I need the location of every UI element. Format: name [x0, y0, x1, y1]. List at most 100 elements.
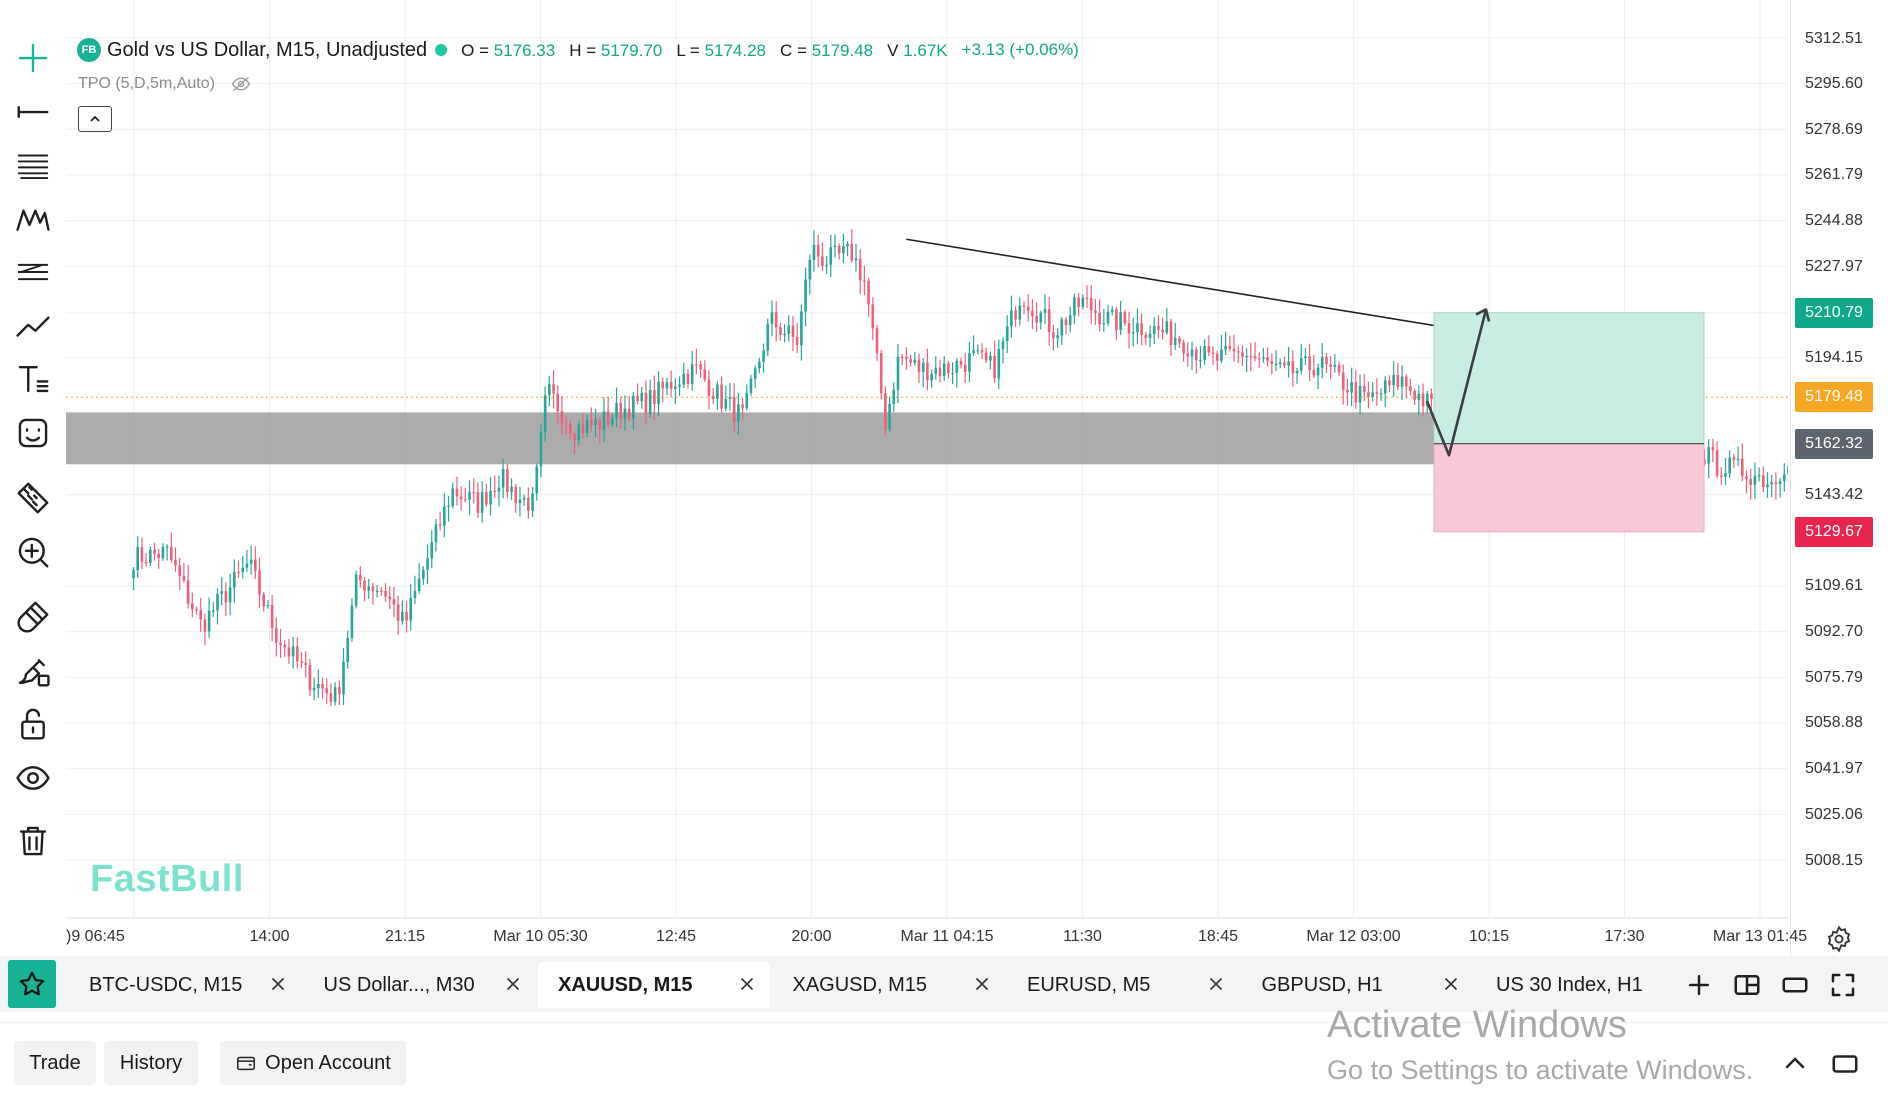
- candle-body: [837, 245, 841, 254]
- candle-body: [497, 487, 501, 492]
- candle-body: [1396, 374, 1400, 387]
- candle-body: [1140, 323, 1143, 335]
- candle-body: [833, 245, 837, 248]
- text-tool-icon[interactable]: [11, 357, 55, 401]
- pattern-icon[interactable]: [11, 197, 55, 241]
- candle-body: [468, 492, 471, 500]
- symbol-tab[interactable]: EURUSD, M5: [1007, 962, 1239, 1008]
- crosshair-icon[interactable]: [11, 36, 55, 80]
- candle-body: [627, 408, 631, 420]
- candle-body: [233, 571, 236, 588]
- candle-body: [1010, 310, 1013, 327]
- fib-retracement-icon[interactable]: [11, 143, 55, 187]
- candle-body: [384, 591, 387, 597]
- symbol-tab[interactable]: GBPUSD, H1: [1242, 962, 1474, 1008]
- candle-body: [1761, 475, 1765, 488]
- candle-body: [770, 312, 774, 324]
- candle-body: [674, 386, 677, 389]
- symbol-tab[interactable]: XAGUSD, M15: [773, 962, 1005, 1008]
- candle-body: [779, 327, 782, 335]
- indicator-legend[interactable]: TPO (5,D,5m,Auto): [78, 74, 251, 94]
- candle-body: [1115, 309, 1118, 331]
- lock-drawing-icon[interactable]: [11, 649, 55, 693]
- favorites-button[interactable]: [8, 960, 56, 1008]
- candle-body: [287, 647, 291, 657]
- ohlc-item: H = 5179.70: [569, 41, 662, 60]
- candle-body: [842, 246, 845, 254]
- close-tab-icon[interactable]: [502, 973, 524, 995]
- candle-body: [905, 356, 908, 359]
- close-tab-icon[interactable]: [1205, 973, 1227, 995]
- time-label: 18:45: [1197, 928, 1239, 945]
- fullscreen-icon[interactable]: [1828, 970, 1858, 1000]
- time-axis[interactable]: )9 06:45 14:00 21:15 Mar 10 05:30 12:45 20:00…: [66, 920, 1807, 956]
- chevron-up-icon[interactable]: [1780, 1049, 1810, 1079]
- eye-off-icon[interactable]: [231, 74, 251, 94]
- candle-body: [947, 363, 950, 374]
- price-label: 5244.88: [1805, 212, 1863, 230]
- symbol-tab[interactable]: US 30 Index, H1: [1476, 962, 1708, 1008]
- candle-body: [800, 311, 803, 346]
- candle-body: [527, 498, 530, 511]
- symbol-tab[interactable]: US Dollar..., M30: [304, 962, 536, 1008]
- layout-icon[interactable]: [1732, 970, 1762, 1000]
- chart-settings-icon[interactable]: [1825, 925, 1853, 953]
- candle-body: [136, 547, 140, 571]
- close-tab-icon[interactable]: [1440, 973, 1462, 995]
- candle-body: [1245, 356, 1248, 358]
- chart-canvas[interactable]: [66, 0, 1788, 956]
- magnet-icon[interactable]: [11, 595, 55, 639]
- candle-body: [329, 693, 333, 702]
- ohlc-key: L =: [676, 40, 700, 60]
- candle-body: [1262, 357, 1265, 359]
- candle-body: [707, 379, 711, 396]
- star-icon: [19, 971, 45, 996]
- trade-button[interactable]: Trade: [14, 1041, 96, 1085]
- candle-body: [283, 644, 287, 648]
- candle-body: [359, 574, 362, 581]
- close-tab-icon[interactable]: [267, 973, 289, 995]
- price-label: 5008.15: [1805, 851, 1863, 869]
- symbol-tab[interactable]: XAUUSD, M15: [538, 962, 770, 1008]
- close-tab-icon[interactable]: [971, 973, 993, 995]
- history-button[interactable]: History: [104, 1041, 198, 1085]
- parallel-channel-icon[interactable]: [11, 250, 55, 294]
- candle-body: [909, 358, 912, 363]
- panel-maximize-icon[interactable]: [1830, 1049, 1860, 1079]
- emoji-icon[interactable]: [11, 411, 55, 455]
- candle-body: [417, 578, 421, 591]
- eye-icon[interactable]: [11, 756, 55, 800]
- add-tab-icon[interactable]: [1684, 970, 1714, 1000]
- candlestick-chart[interactable]: [66, 0, 1788, 956]
- symbol-title[interactable]: Gold vs US Dollar, M15, Unadjusted: [107, 38, 428, 61]
- candle-body: [195, 609, 198, 611]
- collapse-legend-button[interactable]: [78, 106, 112, 132]
- candle-body: [980, 350, 984, 353]
- unlock-icon[interactable]: [11, 702, 55, 746]
- open-account-button[interactable]: Open Account: [220, 1041, 406, 1085]
- ruler-icon[interactable]: [11, 476, 55, 520]
- candle-body: [1215, 353, 1219, 361]
- price-axis[interactable]: 5312.51 5295.60 5278.69 5261.79 5244.88 5227.…: [1790, 0, 1888, 956]
- candle-body: [174, 559, 177, 566]
- candle-body: [413, 590, 417, 598]
- candle-body: [972, 350, 975, 354]
- trash-icon[interactable]: [11, 819, 55, 863]
- candle-body: [1304, 356, 1307, 359]
- symbol-tab[interactable]: BTC-USDC, M15: [69, 962, 301, 1008]
- window-icon[interactable]: [1780, 970, 1810, 1000]
- candle-body: [199, 610, 203, 620]
- candle-body: [959, 360, 963, 365]
- candle-body: [237, 571, 240, 574]
- candle-body: [968, 353, 971, 372]
- trend-line-icon[interactable]: [11, 304, 55, 348]
- candle-body: [825, 264, 828, 267]
- candle-body: [489, 490, 492, 505]
- zoom-in-icon[interactable]: [11, 530, 55, 574]
- close-tab-icon[interactable]: [736, 973, 758, 995]
- candle-body: [291, 646, 295, 657]
- candle-body: [438, 524, 442, 526]
- candle-body: [338, 687, 341, 695]
- candle-body: [1060, 319, 1064, 336]
- horizontal-line-icon[interactable]: [11, 90, 55, 134]
